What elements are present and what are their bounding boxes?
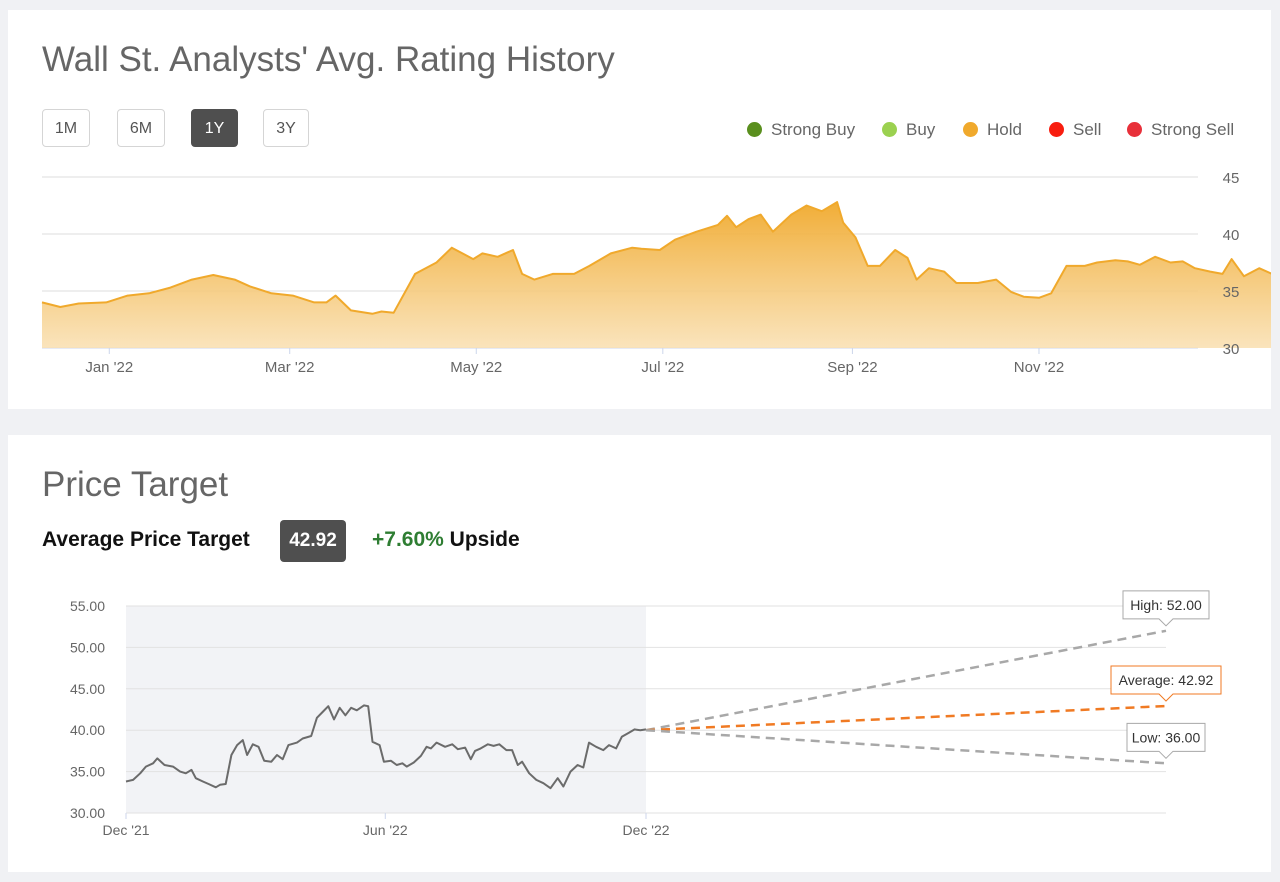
price-series-line [125,704,647,790]
average-callout-box [1110,665,1222,702]
upside-word: Upside [449,528,520,551]
legend-hold[interactable]: Hold [963,120,1022,140]
legend-hold-label: Hold [987,120,1022,139]
legend-buy[interactable]: Buy [882,120,935,140]
rating-y-tick-label: 30 [1223,341,1240,358]
high-callout-box [1122,590,1210,627]
price-y-tick-label: 50.00 [70,639,105,655]
price-y-tick-label: 35.00 [70,764,105,780]
rating-y-tick-label: 45 [1223,170,1240,187]
history-shaded-region [126,606,646,813]
rating-x-tick-label: Mar '22 [265,359,315,376]
average-series-line [645,704,1167,732]
low-callout-label: Low: 36.00 [1132,729,1201,745]
rating-y-tick-label: 40 [1223,227,1240,244]
low-series-line [645,728,1167,765]
hold-area [42,202,1271,348]
price-y-tick-label: 40.00 [70,722,105,738]
average-price-target-value: 42.92 [280,520,346,562]
upside-percent: +7.60% [372,528,444,551]
rating-history-card: Wall St. Analysts' Avg. Rating History 1… [8,10,1271,409]
price-x-tick-label: Dec '21 [102,822,149,838]
high-callout-label: High: 52.00 [1130,597,1202,613]
hold-series-line [41,201,1271,315]
rating-y-tick-label: 35 [1223,284,1240,301]
strong-buy-dot-icon [747,122,762,137]
price-y-tick-label: 55.00 [70,598,105,614]
legend-sell-label: Sell [1073,120,1102,139]
rating-history-chart: 30 35 40 45 Jan '22 Mar '22 May '22 Jul '22 Sep … [41,170,1271,376]
range-3y-button[interactable]: 3Y [263,109,309,147]
rating-history-title: Wall St. Analysts' Avg. Rating History [42,40,615,79]
rating-x-tick-label: Jan '22 [85,359,133,376]
legend-buy-label: Buy [906,120,936,139]
rating-x-tick-label: Sep '22 [827,359,877,376]
price-x-tick-label: Dec '22 [622,822,669,838]
hold-dot-icon [963,122,978,137]
price-target-chart: 30.00 35.00 40.00 45.00 50.00 55.00 Dec '21 Jun… [70,590,1222,838]
range-1y-button[interactable]: 1Y [191,109,238,147]
range-6m-button[interactable]: 6M [117,109,165,147]
price-x-tick-label: Jun '22 [363,822,408,838]
range-1m-button[interactable]: 1M [42,109,90,147]
buy-dot-icon [882,122,897,137]
sell-dot-icon [1049,122,1064,137]
rating-x-tick-label: Jul '22 [641,359,684,376]
price-y-tick-label: 30.00 [70,805,105,821]
rating-x-tick-label: Nov '22 [1014,359,1064,376]
price-target-card: Price Target Average Price Target 42.92 … [8,435,1271,872]
strong-sell-dot-icon [1127,122,1142,137]
upside-text: +7.60% Upside [372,528,520,552]
price-y-tick-label: 45.00 [70,681,105,697]
rating-x-tick-label: May '22 [450,359,502,376]
average-callout-label: Average: 42.92 [1119,672,1214,688]
legend-strong-buy[interactable]: Strong Buy [747,120,855,140]
legend-strong-buy-label: Strong Buy [771,120,856,139]
low-callout-box [1126,722,1206,760]
legend-strong-sell[interactable]: Strong Sell [1127,120,1234,140]
legend-sell[interactable]: Sell [1049,120,1101,140]
high-series-line [645,629,1167,732]
average-price-target-label: Average Price Target [42,528,250,551]
price-target-title: Price Target [42,465,229,504]
legend-strong-sell-label: Strong Sell [1151,120,1235,139]
